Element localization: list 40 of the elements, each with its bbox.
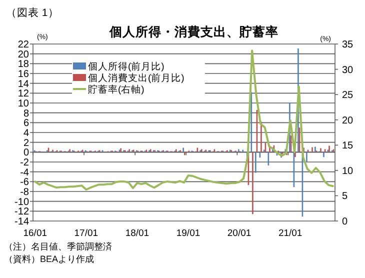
chart-title: 個人所得・消費支出、貯蓄率 <box>108 24 278 39</box>
y2-tick-label: 10 <box>342 166 354 177</box>
y-tick-label: 20 <box>18 49 30 60</box>
y-tick-label: 10 <box>18 98 30 110</box>
text: （資料）BEAより作成 <box>4 254 94 264</box>
y-tick-label: 14 <box>18 78 30 90</box>
legend-label: 貯蓄率(右軸) <box>88 84 144 96</box>
x-tick-label: 18/01 <box>125 228 150 239</box>
y2-tick-label: 15 <box>342 140 354 152</box>
y2-tick-label: 25 <box>342 90 354 102</box>
x-tick-label: 17/01 <box>74 228 98 239</box>
y-tick-label: -2 <box>20 158 30 168</box>
x-tick-label: 19/01 <box>176 228 200 239</box>
legend-label: 個人消費支出(前月比) <box>88 72 184 84</box>
y2-tick-label: 0 <box>342 216 348 228</box>
y2-tick-label: 20 <box>342 115 354 126</box>
y2-tick-label: 30 <box>342 64 354 76</box>
y-tick-label: 8 <box>23 108 30 120</box>
x-tick-label: 20/01 <box>227 228 252 239</box>
text: （図表 1） <box>6 6 59 19</box>
text: （注）名目値、季節調整済 <box>4 242 112 252</box>
y-tick-label: 4 <box>23 128 30 139</box>
y2-tick-label: 5 <box>342 191 348 202</box>
y-tick-label: -12 <box>14 206 30 218</box>
y-tick-label: 2 <box>23 138 30 149</box>
x-tick-label: 21/01 <box>278 228 302 239</box>
legend-label: 個人所得(前月比) <box>88 60 164 72</box>
x-tick-label: 16/01 <box>23 228 48 239</box>
y-tick-label: -4 <box>20 167 30 178</box>
y-tick-label: -10 <box>14 196 30 208</box>
y-tick-label: 0 <box>23 148 30 159</box>
y-tick-label: 6 <box>23 118 30 130</box>
y2-tick-label: 35 <box>342 40 354 50</box>
y-tick-label: 18 <box>18 59 30 70</box>
y-tick-label: -6 <box>20 177 30 188</box>
y-tick-label: -8 <box>20 187 30 198</box>
y-tick-label: -14 <box>14 216 30 228</box>
y-tick-label: 16 <box>18 69 30 80</box>
y-tick-label: 12 <box>18 88 30 100</box>
y-tick-label: 22 <box>18 40 30 50</box>
